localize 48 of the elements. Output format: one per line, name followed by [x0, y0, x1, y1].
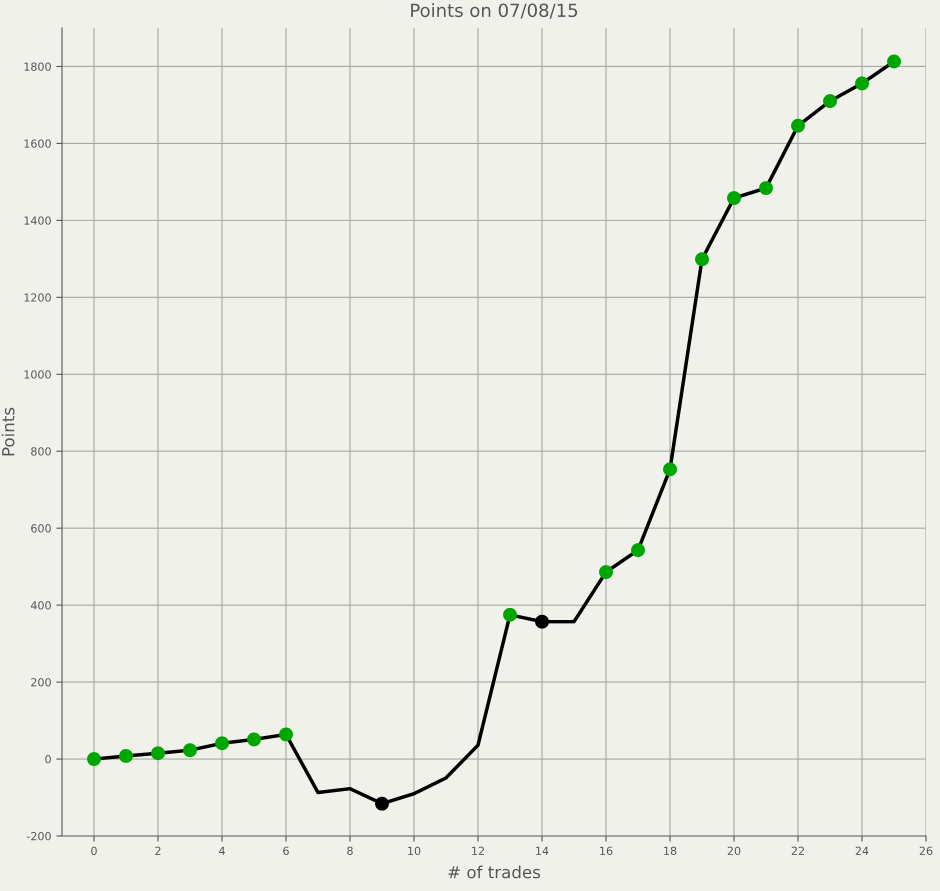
- x-axis-title: # of trades: [448, 866, 540, 878]
- x-tick-label: 26: [920, 846, 932, 856]
- x-tick-label: 0: [91, 846, 97, 856]
- x-tick-label: 4: [219, 846, 225, 855]
- point: [87, 752, 101, 766]
- point: [119, 749, 133, 763]
- point: [791, 118, 805, 133]
- point: [151, 746, 165, 760]
- point: [855, 76, 869, 90]
- y-tick-label: 1600: [24, 139, 51, 148]
- x-tick-label: 16: [600, 846, 612, 856]
- point: [215, 736, 229, 750]
- x-tick-label: 12: [472, 846, 484, 855]
- y-tick-label: -200: [26, 832, 51, 840]
- y-tick-label: 800: [31, 447, 51, 456]
- y-tick-label: 0: [45, 755, 51, 764]
- y-tick-label: 600: [31, 524, 51, 533]
- y-tick-label: 200: [31, 678, 51, 686]
- x-tick-label: 6: [283, 846, 289, 856]
- point: [727, 191, 741, 206]
- point: [631, 543, 645, 558]
- y-tick-label: 1400: [24, 216, 51, 225]
- point: [503, 608, 517, 622]
- x-tick-label: 10: [408, 846, 420, 856]
- x-tick-label: 14: [536, 846, 548, 855]
- point: [279, 727, 293, 742]
- x-tick-label: 20: [728, 846, 740, 856]
- y-tick-label: 400: [30, 601, 51, 610]
- x-tick-label: 24: [856, 846, 868, 855]
- point: [887, 54, 901, 68]
- chart-title: Points on 07/08/15: [411, 3, 578, 19]
- x-tick-label: 2: [155, 846, 160, 855]
- y-tick-label: 1200: [24, 293, 51, 302]
- point: [375, 796, 389, 811]
- point: [247, 732, 261, 746]
- x-tick-label: 18: [664, 846, 676, 856]
- x-tick-label: 8: [347, 846, 353, 856]
- point: [599, 565, 613, 579]
- point: [759, 181, 773, 196]
- point: [183, 743, 197, 758]
- y-tick-label: 1000: [24, 370, 51, 379]
- point: [823, 94, 837, 108]
- point: [695, 252, 709, 266]
- x-tick-label: 22: [792, 846, 804, 855]
- y-axis-title: Points: [2, 408, 15, 456]
- point: [535, 614, 549, 629]
- point: [663, 462, 677, 476]
- y-tick-label: 1800: [24, 62, 51, 71]
